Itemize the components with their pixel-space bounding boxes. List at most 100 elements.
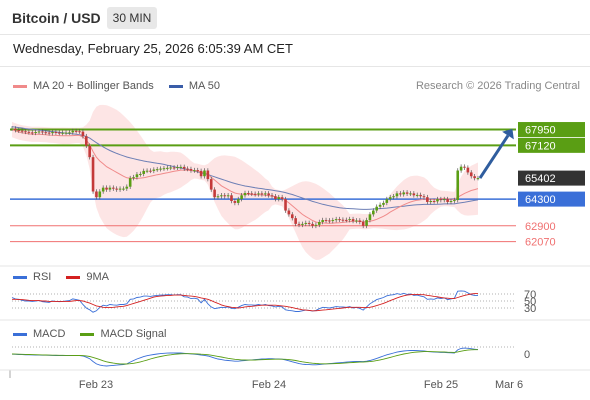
candle-body [203,170,206,177]
candle-body [57,132,61,134]
candle-body [321,220,324,222]
candle-body [226,195,230,197]
level-label-64300: 64300 [525,194,556,206]
candle-body [20,130,24,132]
copyright-label: Research © 2026 Trading Central [415,80,580,92]
candle-body [17,130,21,132]
candle-body [169,167,173,169]
candle-body [432,201,436,203]
level-tag-67950 [518,122,585,138]
candle-body [395,193,399,197]
candle-body [236,199,240,203]
instrument-title: Bitcoin / USD [12,10,101,26]
candle-body [142,170,145,174]
legend-swatch-ma20 [13,84,27,88]
candle-body [301,223,304,225]
candle-body [149,170,152,172]
candle-body [105,187,108,190]
candle-body [473,176,476,179]
legend-item-ma50: MA 50 [168,80,220,92]
candle-body [233,201,237,203]
price-panel: 67950 67120 65402 64300 62900 62070 [10,104,585,261]
legend-label-ma20: MA 20 + Bollinger Bands [33,80,154,92]
candle-body [162,168,166,170]
candle-body [176,167,179,169]
candle-body [243,193,247,196]
candle-body [361,221,365,226]
level-tag-67120 [518,137,585,153]
candle-body [263,193,267,195]
candle-body [213,189,216,198]
candle-body [402,192,406,195]
rsi-series-9ma [12,293,478,312]
candle-body [392,196,395,198]
candle-body [345,219,348,221]
level-label-65402: 65402 [525,173,556,185]
interval-button[interactable]: 30 MIN [107,7,157,29]
candle-body [240,195,243,200]
candle-body [101,187,105,192]
legend-swatch-rsi-9ma [66,275,81,279]
candle-body [297,223,301,225]
macd-series-macd [11,347,479,367]
level-label-67950: 67950 [525,125,556,137]
candle-body [179,166,183,168]
chart-header: Bitcoin / USD 30 MIN [0,0,590,38]
candle-body [135,174,139,178]
candle-body [139,173,142,175]
candle-body [47,132,51,134]
candle-body [355,220,358,222]
macd-level-label-0: 0 [524,349,530,361]
candle-body [186,168,189,170]
candle-body [30,132,34,134]
candle-body [358,220,362,222]
candle-body [51,132,54,134]
candle-body [341,219,345,221]
macd-panel: 0 [11,346,530,367]
x-tick-label: Feb 25 [424,379,458,391]
legend-swatch-macd [13,332,27,336]
candle-body [24,131,27,133]
candle-body [307,222,311,224]
candle-body [88,145,91,158]
candle-body [257,193,260,195]
x-tick-label: Mar 6 [495,379,523,391]
level-label-62900: 62900 [525,221,556,233]
legend-label-macd: MACD [33,328,66,340]
candle-body [388,197,392,200]
candle-body [14,128,17,131]
candle-body [446,199,449,202]
candle-body [311,223,314,226]
candle-body [95,191,98,198]
candle-body [267,193,270,196]
legend-item-rsi-9ma: 9MA [66,271,109,283]
candle-body [277,197,281,200]
candle-body [382,202,385,205]
candle-body [37,131,41,133]
candle-body [193,170,196,172]
candle-body [324,220,328,222]
candle-body [368,214,372,221]
legend-label-rsi-9ma: 9MA [86,271,110,283]
candle-body [459,166,463,171]
candle-body [274,196,277,200]
candle-body [98,191,102,198]
candle-body [122,188,125,190]
candle-body [91,157,95,192]
candle-body [287,210,291,215]
candle-body [280,197,284,200]
candle-body [118,188,122,190]
level-tag-64300 [518,191,585,207]
candle-body [466,167,470,173]
candle-body [81,131,85,137]
candle-body [453,200,456,202]
candle-body [338,219,341,221]
candle-body [152,169,156,171]
projection-arrow-shaft [478,134,510,179]
time-axis: Feb 23 Feb 24 Feb 25 Mar 6 [9,370,523,391]
candle-body [84,136,88,146]
candle-body [172,167,176,169]
macd-series-signal [11,349,478,365]
candle-body [112,187,115,189]
